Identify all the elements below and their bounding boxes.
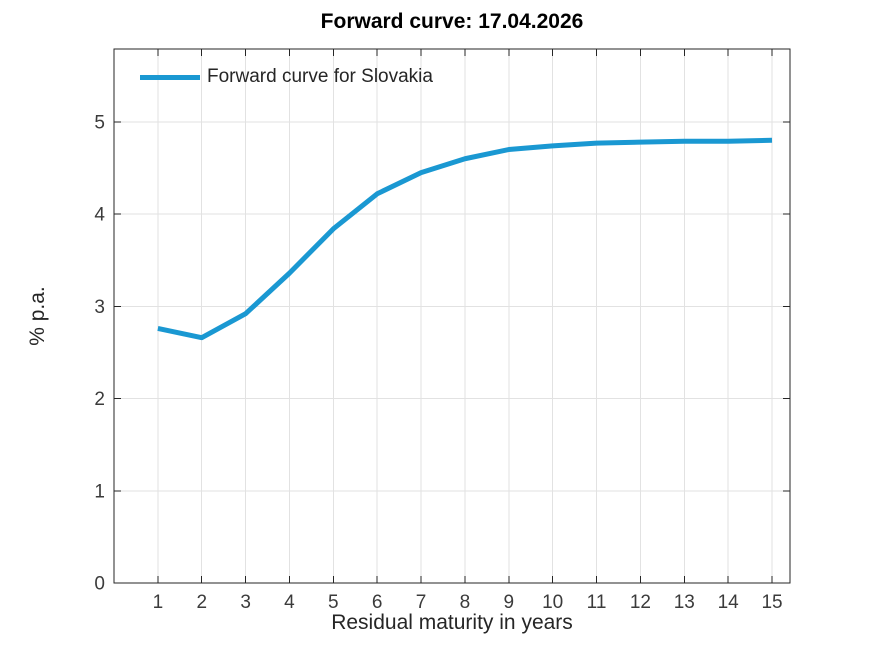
legend: Forward curve for Slovakia	[140, 65, 433, 89]
y-tick-label: 2	[94, 389, 105, 410]
x-tick-label: 8	[460, 592, 471, 613]
x-tick-label: 13	[674, 592, 695, 613]
x-tick-label: 15	[761, 592, 782, 613]
x-tick-label: 14	[718, 592, 740, 613]
forward-curve-line	[157, 137, 773, 341]
x-tick-label: 12	[630, 592, 651, 613]
axes-box	[113, 48, 791, 584]
x-tick-label: 1	[153, 592, 164, 613]
y-tick-label: 4	[94, 205, 105, 226]
x-tick-label: 3	[240, 592, 251, 613]
x-tick-label: 10	[542, 592, 563, 613]
legend-line-swatch	[140, 74, 200, 80]
x-tick-label: 7	[416, 592, 427, 613]
y-tick-label: 3	[94, 297, 105, 318]
x-tick-label: 2	[196, 592, 207, 613]
y-tick-label: 0	[94, 574, 105, 595]
x-axis-label: Residual maturity in years	[331, 611, 573, 634]
x-tick-label: 5	[328, 592, 339, 613]
y-axis-label: % p.a.	[26, 286, 49, 346]
chart-title: Forward curve: 17.04.2026	[320, 10, 584, 33]
x-tick-label: 11	[587, 592, 607, 613]
x-tick-label: 6	[372, 592, 383, 613]
x-tick-label: 9	[504, 592, 515, 613]
x-tick-label: 4	[284, 592, 295, 613]
legend-label: Forward curve for Slovakia	[207, 66, 433, 87]
y-tick-label: 1	[94, 481, 105, 502]
y-tick-label: 5	[94, 113, 105, 134]
